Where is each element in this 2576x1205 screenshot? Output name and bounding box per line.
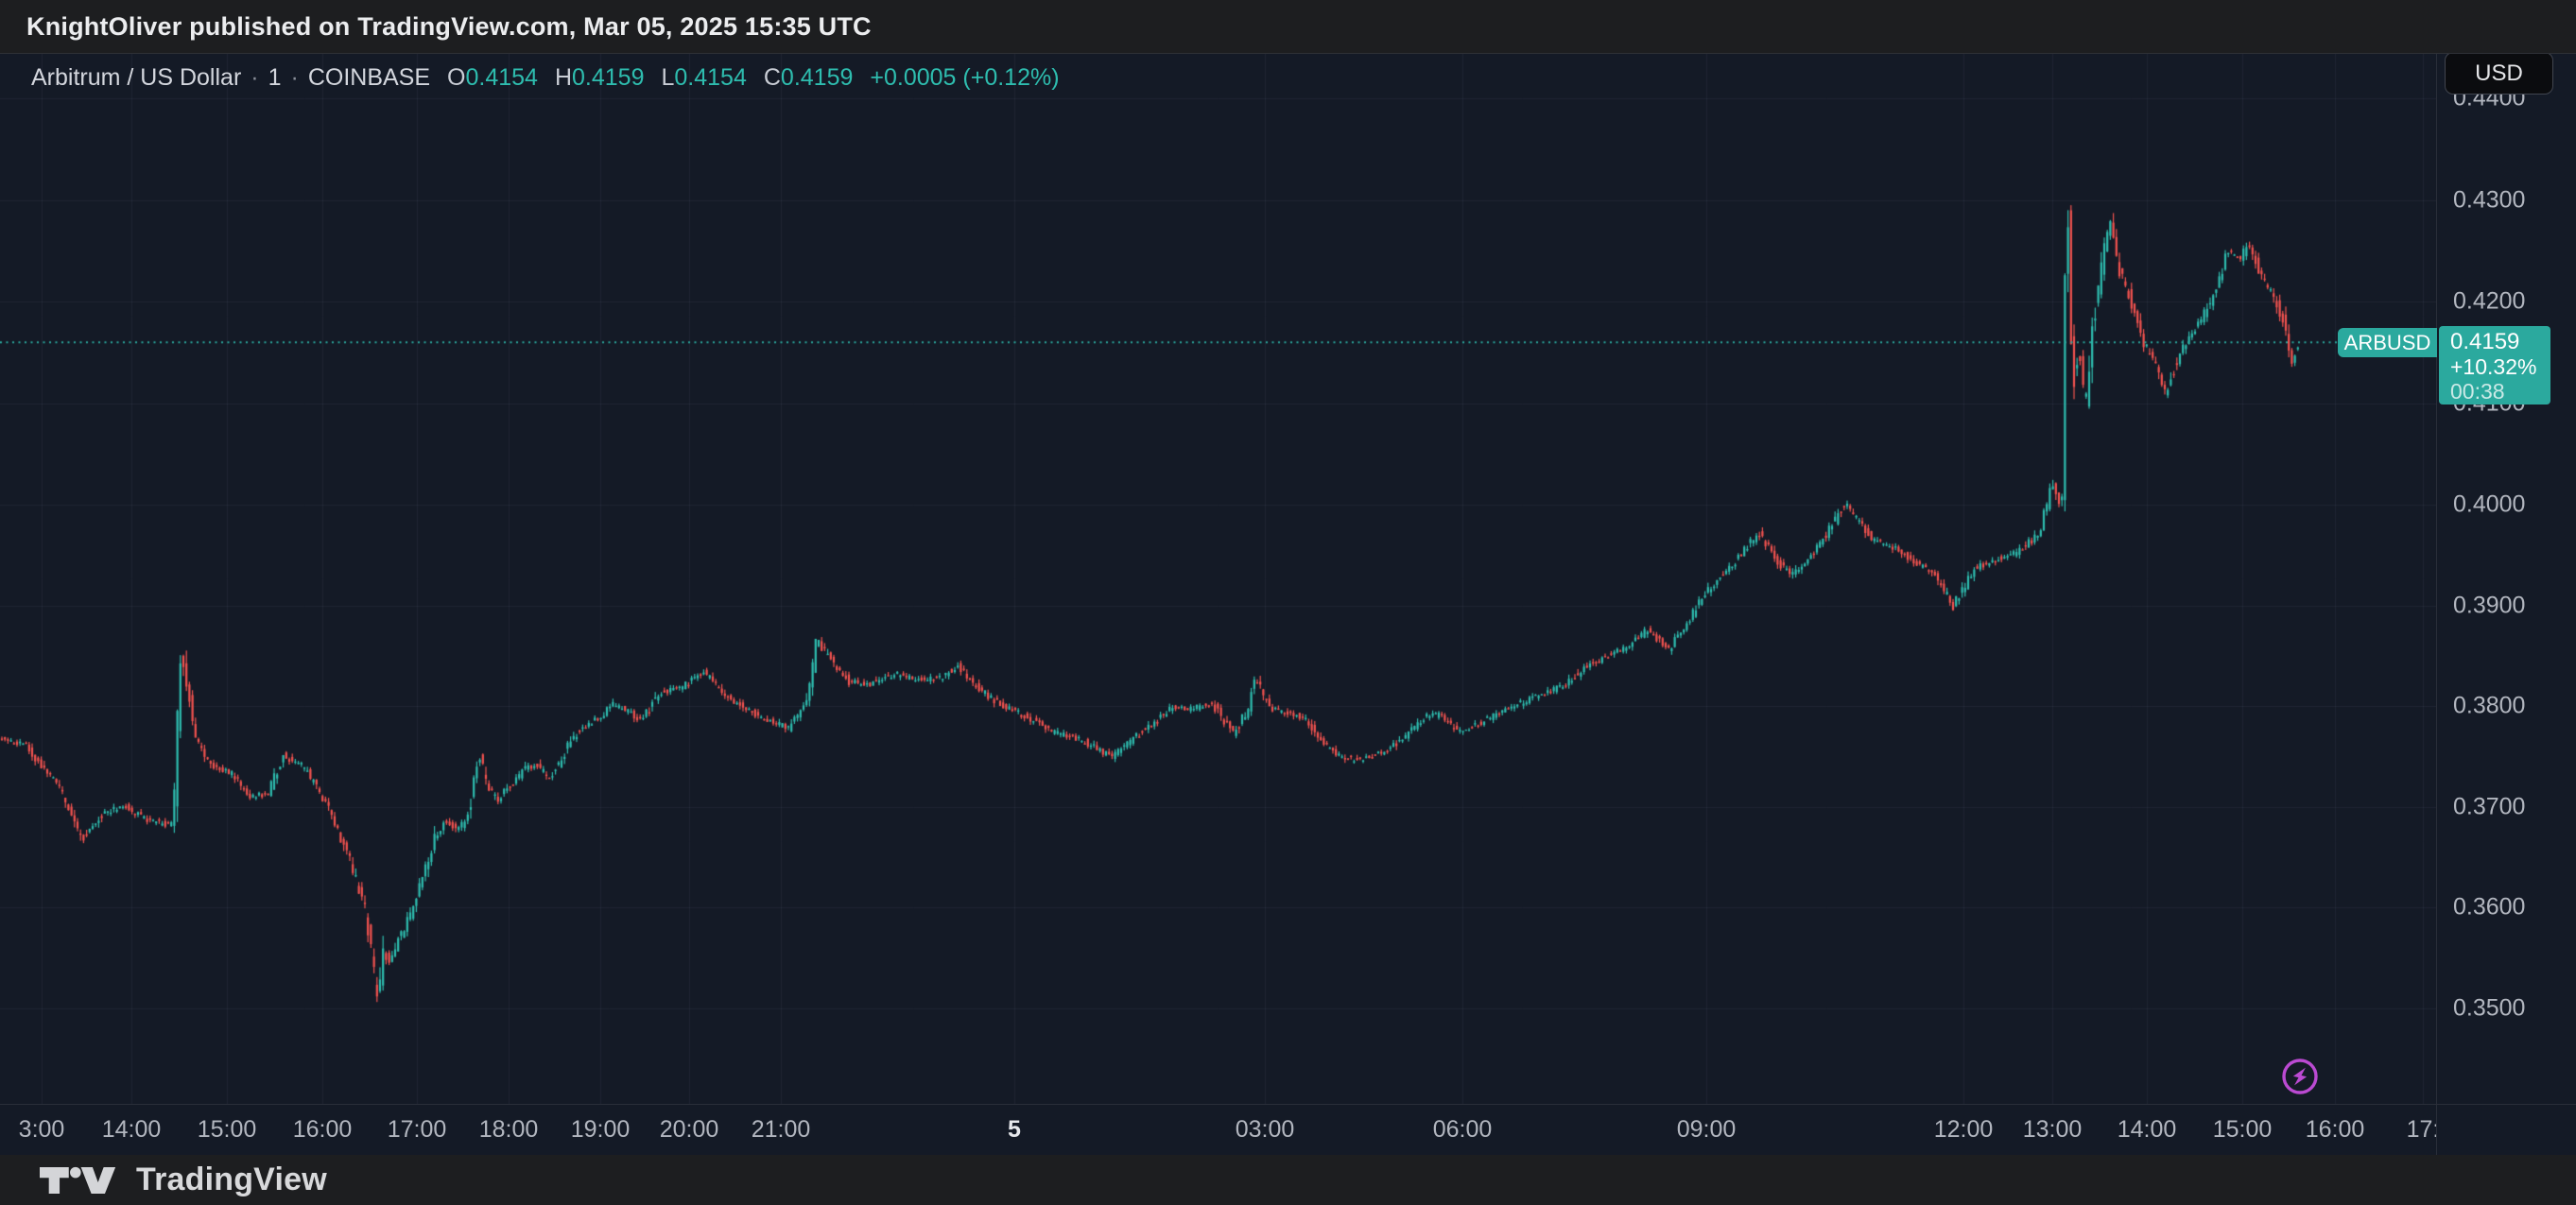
time-tick-label: 21:00 — [751, 1116, 811, 1143]
time-tick-label: 16:00 — [2305, 1116, 2365, 1143]
time-tick-label: 15:00 — [197, 1116, 257, 1143]
time-tick-label: 15:00 — [2212, 1116, 2273, 1143]
footer-brand[interactable]: TradingView — [136, 1162, 327, 1197]
price-tick-label: 0.4000 — [2453, 491, 2526, 518]
time-tick-label: 20:00 — [659, 1116, 719, 1143]
symbol-title[interactable]: Arbitrum / US Dollar — [31, 64, 242, 91]
tradingview-logo-icon[interactable] — [40, 1162, 117, 1199]
time-tick-label: 12:00 — [1933, 1116, 1994, 1143]
published-text: KnightOliver published on TradingView.co… — [26, 11, 872, 41]
price-tick-label: 0.3600 — [2453, 893, 2526, 921]
exchange-label: COINBASE — [307, 64, 431, 91]
price-axis[interactable]: 0.44000.43000.42000.41000.40000.39000.38… — [2437, 54, 2576, 1104]
ohlc-low-value: 0.4154 — [674, 64, 747, 91]
time-tick-label: 5 — [1008, 1116, 1021, 1143]
interval-label[interactable]: 1 — [268, 64, 282, 91]
published-bar: KnightOliver published on TradingView.co… — [0, 0, 2576, 54]
ohlc-open: O0.4154 — [447, 64, 538, 91]
currency-toggle-button[interactable]: USD — [2445, 52, 2553, 95]
price-tick-label: 0.3500 — [2453, 994, 2526, 1022]
time-tick-label: 14:00 — [2117, 1116, 2177, 1143]
symbol-header: Arbitrum / US Dollar · 1 · COINBASE O0.4… — [31, 64, 1060, 92]
separator-dot: · — [290, 64, 299, 91]
price-tick-label: 0.3900 — [2453, 592, 2526, 619]
candlestick-chart-canvas[interactable] — [0, 54, 2436, 1104]
symbol-price-marker: ARBUSD — [2338, 328, 2437, 357]
time-tick-label: 16:00 — [292, 1116, 353, 1143]
bar-countdown: 00:38 — [2450, 379, 2505, 404]
price-tick-label: 0.4300 — [2453, 186, 2526, 214]
time-tick-label: 06:00 — [1432, 1116, 1493, 1143]
ohlc-close: C0.4159 — [763, 64, 854, 91]
time-axis[interactable]: 3:00 14:00 15:00 16:00 17:00 18:00 19:00 20:00 2… — [0, 1104, 2576, 1155]
last-price-label: 0.4159 +10.32% 00:38 — [2439, 326, 2550, 405]
flash-boost-button[interactable] — [2280, 1057, 2320, 1096]
time-axis-labels: 3:00 14:00 15:00 16:00 17:00 18:00 19:00 20:00 2… — [0, 1105, 2436, 1155]
last-price-change-pct: +10.32% — [2450, 354, 2537, 379]
time-tick-label: 17:00 — [387, 1116, 447, 1143]
separator-dot: · — [251, 64, 259, 91]
axis-separator — [2436, 54, 2437, 1155]
time-tick-label: 19:00 — [570, 1116, 631, 1143]
time-tick-label: 18:00 — [478, 1116, 539, 1143]
ohlc-high-value: 0.4159 — [572, 64, 645, 91]
time-tick-label: 13:00 — [2022, 1116, 2083, 1143]
time-tick-label: 14:00 — [101, 1116, 162, 1143]
ohlc-open-value: 0.4154 — [465, 64, 538, 91]
time-tick-label: 03:00 — [1235, 1116, 1295, 1143]
time-tick-label: 17: — [2406, 1116, 2436, 1143]
change-value: +0.0005 (+0.12%) — [870, 64, 1060, 91]
price-tick-label: 0.3800 — [2453, 692, 2526, 719]
ohlc-close-value: 0.4159 — [780, 64, 854, 91]
footer-bar: TradingView — [0, 1155, 2576, 1205]
time-tick-label: 3:00 — [18, 1116, 65, 1143]
last-price-value: 0.4159 — [2450, 329, 2520, 354]
ohlc-low: L0.4154 — [661, 64, 747, 91]
ohlc-high: H0.4159 — [554, 64, 645, 91]
price-tick-label: 0.3700 — [2453, 793, 2526, 820]
price-tick-label: 0.4200 — [2453, 287, 2526, 315]
lightning-bolt-icon — [2282, 1059, 2318, 1094]
time-tick-label: 09:00 — [1676, 1116, 1737, 1143]
